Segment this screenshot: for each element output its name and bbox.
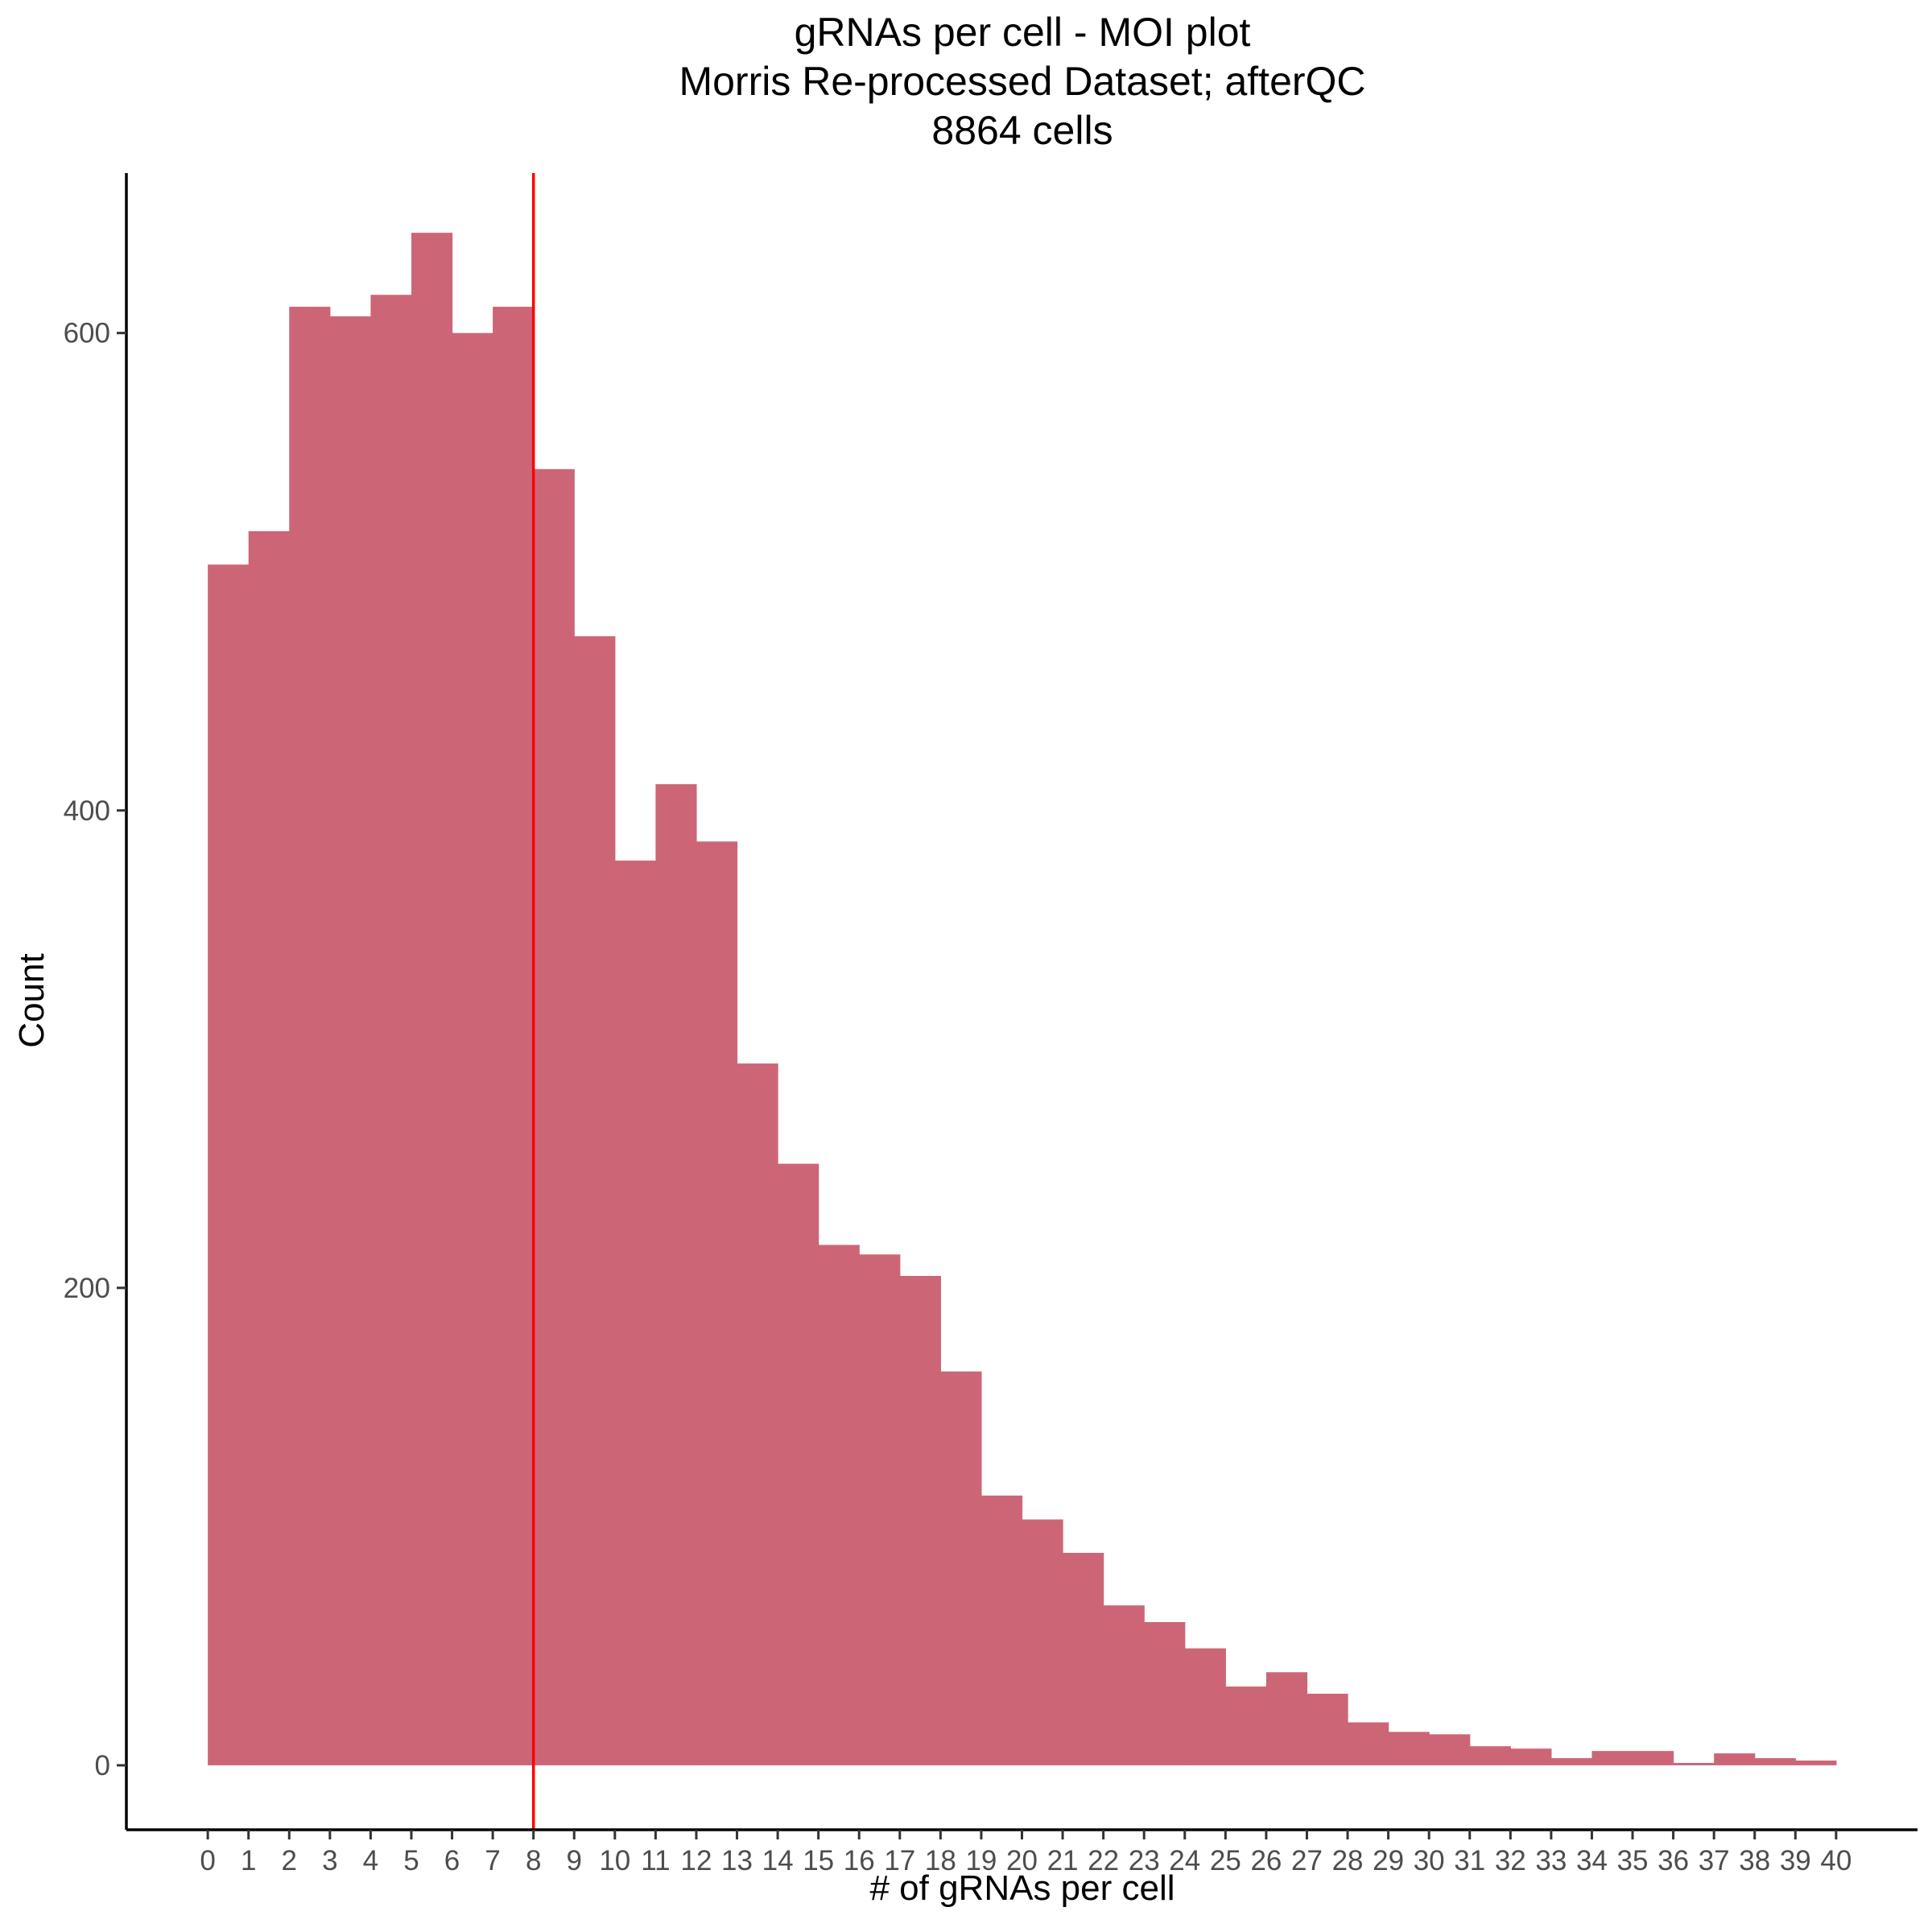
x-tick-label: 31 (1454, 1845, 1485, 1876)
histogram-bar (1307, 1693, 1348, 1765)
x-tick-label: 0 (200, 1845, 215, 1876)
x-tick-label: 30 (1414, 1845, 1445, 1876)
histogram-bar (493, 307, 535, 1765)
x-tick-label: 16 (844, 1845, 875, 1876)
histogram-bar (1550, 1758, 1593, 1765)
histogram-bar (778, 1163, 819, 1765)
chart-title: gRNAs per cell - MOI plot Morris Re-proc… (679, 10, 1365, 153)
histogram-bar (1184, 1648, 1226, 1765)
x-tick-label: 10 (599, 1845, 630, 1876)
histogram-bar (574, 636, 616, 1765)
histogram-bar (289, 307, 331, 1765)
x-tick-label: 11 (641, 1845, 670, 1876)
histogram-bar (208, 564, 250, 1765)
histogram-bar (1265, 1672, 1308, 1765)
x-tick-label: 37 (1699, 1845, 1730, 1876)
x-tick-label: 23 (1129, 1845, 1160, 1876)
x-tick-label: 5 (403, 1845, 419, 1876)
x-tick-label: 1 (241, 1845, 256, 1876)
x-tick-label: 17 (884, 1845, 915, 1876)
histogram-bar (1348, 1722, 1389, 1765)
x-tick-label: 21 (1047, 1845, 1079, 1876)
histogram-bar (248, 530, 290, 1765)
histogram-bar (1714, 1753, 1756, 1765)
x-tick-label: 39 (1780, 1845, 1811, 1876)
histogram-bar (1633, 1751, 1674, 1765)
x-tick-label: 25 (1210, 1845, 1241, 1876)
y-tick-label: 600 (64, 318, 110, 349)
histogram-bar (1591, 1751, 1633, 1765)
histogram-bar (1063, 1553, 1104, 1765)
y-axis-title: Count (12, 953, 52, 1047)
x-tick-label: 32 (1495, 1845, 1526, 1876)
x-tick-label: 29 (1373, 1845, 1404, 1876)
histogram-bar (1225, 1686, 1267, 1765)
x-tick-label: 22 (1088, 1845, 1119, 1876)
x-tick-label: 9 (567, 1845, 582, 1876)
y-tick-label: 0 (95, 1750, 110, 1781)
x-tick-label: 7 (485, 1845, 500, 1876)
x-tick-label: 24 (1169, 1845, 1200, 1876)
histogram-bar (614, 861, 656, 1765)
title-line-3: 8864 cells (931, 108, 1113, 153)
x-tick-label: 26 (1250, 1845, 1282, 1876)
x-tick-label: 20 (1006, 1845, 1038, 1876)
x-tick-label: 36 (1657, 1845, 1689, 1876)
histogram-bar (859, 1254, 901, 1765)
x-tick-label: 15 (803, 1845, 834, 1876)
histogram-bar (1469, 1746, 1511, 1765)
histogram-bar (533, 469, 575, 1765)
y-tick-label: 200 (64, 1273, 110, 1304)
histogram-bar (329, 316, 372, 1765)
x-tick-label: 27 (1291, 1845, 1323, 1876)
histogram-bar (1795, 1761, 1837, 1765)
x-tick-label: 6 (444, 1845, 460, 1876)
histogram-bar (818, 1245, 860, 1765)
x-axis-ticks: 0 1 2 3 4 5 6 7 8 9 10 11 12 13 14 15 16 17 18 19 20 21 22 23 24… (200, 1830, 1852, 1876)
histogram-bar (1388, 1732, 1430, 1765)
histogram-bar (370, 295, 412, 1765)
histogram-bar (452, 332, 493, 1765)
x-tick-label: 13 (721, 1845, 753, 1876)
y-axis-ticks: 0 200 400 600 (64, 318, 126, 1781)
x-tick-label: 38 (1739, 1845, 1770, 1876)
histogram-bar (980, 1495, 1023, 1765)
histogram-bar (1144, 1622, 1186, 1765)
x-tick-label: 35 (1617, 1845, 1649, 1876)
x-tick-label: 19 (965, 1845, 997, 1876)
title-line-1: gRNAs per cell - MOI plot (795, 10, 1251, 55)
histogram-bar (1754, 1758, 1796, 1765)
x-tick-label: 3 (322, 1845, 337, 1876)
histogram-bar (1022, 1519, 1063, 1765)
x-tick-label: 33 (1535, 1845, 1567, 1876)
histogram-bar (1429, 1734, 1471, 1765)
histogram-bar (899, 1276, 941, 1765)
x-tick-label: 2 (282, 1845, 297, 1876)
x-tick-label: 40 (1820, 1845, 1852, 1876)
histogram-bar (655, 784, 697, 1765)
title-line-2: Morris Re-processed Dataset; afterQC (679, 59, 1365, 104)
bars (208, 233, 1837, 1765)
histogram-bar (940, 1371, 982, 1765)
x-tick-label: 12 (680, 1845, 712, 1876)
x-tick-label: 34 (1576, 1845, 1608, 1876)
x-tick-label: 4 (363, 1845, 378, 1876)
histogram-bar (1673, 1762, 1715, 1765)
x-tick-label: 8 (526, 1845, 541, 1876)
x-tick-label: 14 (762, 1845, 794, 1876)
histogram-bar (411, 233, 453, 1765)
x-tick-label: 18 (925, 1845, 956, 1876)
histogram-bar (696, 841, 738, 1765)
histogram-bar (1510, 1748, 1552, 1765)
histogram-bar (1103, 1605, 1145, 1765)
x-axis-title: # of gRNAs per cell (869, 1868, 1174, 1908)
x-tick-label: 28 (1332, 1845, 1364, 1876)
y-tick-label: 400 (64, 795, 110, 827)
histogram-bar (737, 1063, 778, 1765)
